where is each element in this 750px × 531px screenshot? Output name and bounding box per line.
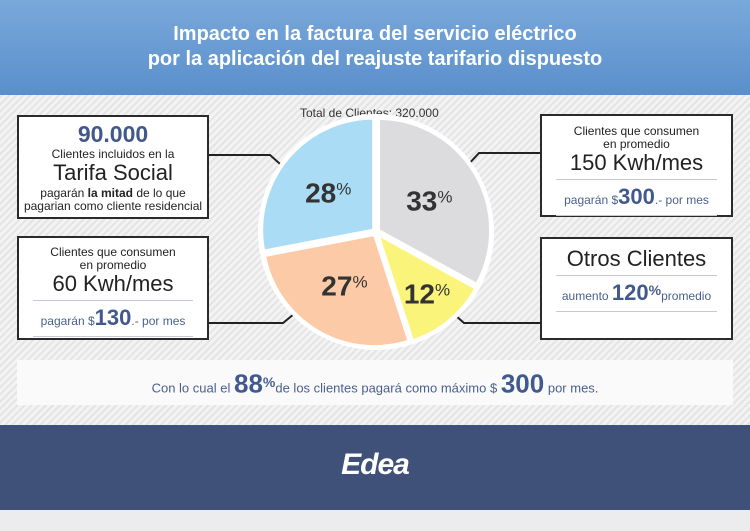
t: % xyxy=(262,374,276,390)
amount-300: 300 xyxy=(618,184,655,209)
t: en promedio xyxy=(79,258,147,272)
t: pagarán xyxy=(40,186,88,200)
t: Con lo cual el xyxy=(151,380,231,396)
t: de los clientes pagará como máximo $ xyxy=(275,380,498,396)
pie-slice xyxy=(262,232,411,349)
edea-logo: Edea xyxy=(341,448,410,481)
otros-increase: aumento 120%promedio xyxy=(556,275,717,312)
bottom-strip xyxy=(0,510,750,531)
header: Impacto en la factura del servicio eléct… xyxy=(0,0,750,95)
pct-88: 88 xyxy=(233,368,263,399)
pie-slice xyxy=(375,231,479,343)
tarifa-social-box: 90.000 Clientes incluidos en la Tarifa S… xyxy=(17,115,209,219)
t: % xyxy=(648,282,662,298)
title-line-1: Impacto en la factura del servicio eléct… xyxy=(173,23,577,45)
pie-slice xyxy=(260,116,376,253)
social-line3: pagarian como cliente residencial xyxy=(23,199,203,213)
t: .- por mes xyxy=(131,314,186,328)
box-150-title: 150 Kwh/mes xyxy=(569,150,704,175)
t: de lo que xyxy=(133,186,186,200)
t: Clientes que consumen xyxy=(50,245,176,259)
total-clients: Total de Clientes: 320.000 xyxy=(300,106,439,120)
otros-title: Otros Clientes xyxy=(566,246,707,271)
pie-slice xyxy=(377,116,493,287)
t: pagarán $ xyxy=(40,314,95,328)
social-line2: pagarán la mitad de lo que xyxy=(19,187,207,200)
title-line-2: por la aplicación del reajuste tarifario… xyxy=(147,48,603,70)
t: Clientes que consumen xyxy=(573,124,700,138)
t: aumento xyxy=(561,289,609,303)
amount-120: 120 xyxy=(611,280,649,305)
social-count: 90.000 xyxy=(77,121,149,147)
box-60-title: 60 Kwh/mes xyxy=(52,271,174,296)
social-line1: Clientes incluidos en la xyxy=(51,147,175,161)
t: promedio xyxy=(661,289,712,303)
t: por mes. xyxy=(547,380,599,396)
social-title: Tarifa Social xyxy=(53,160,173,185)
amount-300-max: 300 xyxy=(500,368,545,399)
summary-banner: Con lo cual el 88%de los clientes pagará… xyxy=(17,360,733,405)
pay-60: pagarán $130.- por mes xyxy=(33,300,193,337)
t: .- por mes xyxy=(654,193,709,207)
box-otros: Otros Clientes aumento 120%promedio xyxy=(540,237,733,340)
footer xyxy=(0,425,750,510)
t: en promedio xyxy=(603,137,670,151)
t: pagarán $ xyxy=(564,193,619,207)
box-60kwh: Clientes que consumen en promedio 60 Kwh… xyxy=(17,236,209,340)
t-bold: la mitad xyxy=(87,186,133,200)
pay-150: pagarán $300.- por mes xyxy=(556,179,717,216)
amount-130: 130 xyxy=(94,305,132,330)
box-150kwh: Clientes que consumen en promedio 150 Kw… xyxy=(540,114,733,217)
